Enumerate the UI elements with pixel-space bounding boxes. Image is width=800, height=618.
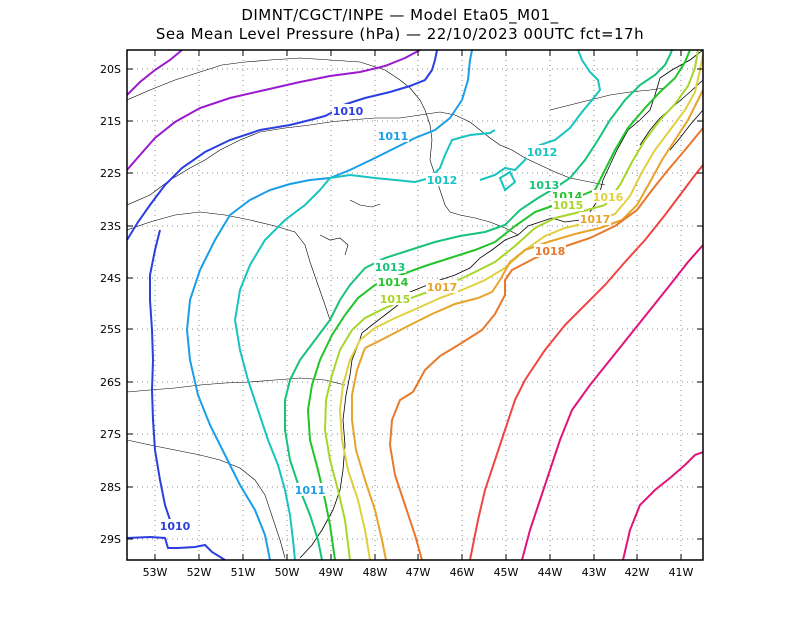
isobar-line (233, 177, 331, 560)
isobar-label-bg (426, 280, 458, 293)
isobar-label-bg (159, 519, 191, 532)
isobar-label-bg (379, 292, 411, 305)
isobar-label-1011: 1011 (295, 484, 326, 497)
lat-label: 25S (100, 323, 121, 336)
map-frame (126, 49, 704, 561)
isobar-label-1014: 1014 (378, 276, 409, 289)
isobar-label-1015: 1015 (380, 293, 411, 306)
isobar-label-1018: 1018 (535, 245, 566, 258)
isobar-label-bg (552, 198, 584, 211)
isobar-line (498, 170, 517, 192)
lat-label: 24S (100, 272, 121, 285)
lon-label: 52W (187, 566, 212, 579)
map-title-line1: DIMNT/CGCT/INPE — Model Eta05_M01_ (241, 6, 559, 24)
lat-label: 29S (100, 533, 121, 546)
isobar-line (329, 129, 496, 184)
lon-label: 45W (494, 566, 519, 579)
isobar-label-1012: 1012 (427, 174, 458, 187)
isobar-label-1011: 1011 (378, 130, 409, 143)
lon-label: 43W (582, 566, 607, 579)
isobar-label-1017: 1017 (427, 281, 458, 294)
lat-label: 21S (100, 115, 121, 128)
isobar-label-bg (528, 178, 560, 191)
lon-label: 41W (669, 566, 694, 579)
lat-label: 20S (100, 63, 121, 76)
isobar-line (323, 329, 353, 560)
lat-label: 26S (100, 376, 121, 389)
lon-label: 47W (406, 566, 431, 579)
isobar-label-1010: 1010 (160, 520, 191, 533)
isobar-label-bg (294, 483, 326, 496)
isobar-lines (127, 50, 703, 560)
isobar-line (127, 535, 226, 560)
lon-label: 44W (538, 566, 563, 579)
isobar-label-bg (426, 173, 458, 186)
isobar-line (388, 391, 423, 560)
isobar-label-1017: 1017 (580, 213, 611, 226)
isobar-label-1010: 1010 (333, 105, 364, 118)
isobar-line (359, 54, 703, 341)
isobar-label-bg (579, 212, 611, 225)
isobar-line (351, 50, 699, 331)
isobar-line (622, 451, 703, 560)
lon-label: 53W (143, 566, 168, 579)
coastline (299, 50, 703, 559)
lon-label: 48W (363, 566, 388, 579)
isobar-line (127, 50, 421, 171)
map-title-line2: Sea Mean Level Pressure (hPa) — 22/10/20… (155, 25, 645, 43)
isobar-label-bg (592, 190, 624, 203)
axis-ticks: 20S 21S 22S 23S 24S 25S 26S 27S 28S 29S 53W 52W 51W 5… (100, 50, 703, 579)
lon-label: 42W (625, 566, 650, 579)
isobar-line (199, 50, 473, 271)
isobar-line (127, 111, 334, 241)
isobar-label-1013: 1013 (529, 179, 560, 192)
isobar-line (521, 244, 703, 560)
lat-label: 28S (100, 481, 121, 494)
grid-lines (127, 50, 703, 560)
isobar-line (306, 314, 346, 560)
isobar-label-bg (332, 104, 364, 117)
isobar-label-1012: 1012 (527, 146, 558, 159)
state-borders (127, 57, 666, 559)
isobar-label-bg (534, 244, 566, 257)
lon-label: 51W (231, 566, 256, 579)
isobar-label-bg (374, 260, 406, 273)
isobar-label-bg (377, 129, 409, 142)
isobar-label-1013: 1013 (375, 261, 406, 274)
isobar-line (332, 50, 438, 113)
isobar-line (364, 89, 703, 349)
isobar-line (339, 50, 673, 301)
lon-label: 46W (450, 566, 475, 579)
isobar-label-1016: 1016 (593, 191, 624, 204)
isobar-line (412, 127, 703, 393)
lon-label: 49W (319, 566, 344, 579)
isobar-line (127, 50, 183, 96)
isobar-line (351, 347, 387, 560)
isobar-line (338, 339, 371, 560)
lat-label: 23S (100, 220, 121, 233)
lat-label: 22S (100, 167, 121, 180)
isobar-line (149, 229, 176, 527)
isobar-line (185, 269, 271, 560)
isobar-line (479, 50, 602, 181)
isobar-label-1015: 1015 (553, 199, 584, 212)
isobar-line (469, 164, 703, 560)
isobar-label-bg (377, 275, 409, 288)
isobar-line (284, 299, 341, 560)
lon-label: 50W (275, 566, 300, 579)
isobar-label-bg (526, 145, 558, 158)
lat-label: 27S (100, 428, 121, 441)
